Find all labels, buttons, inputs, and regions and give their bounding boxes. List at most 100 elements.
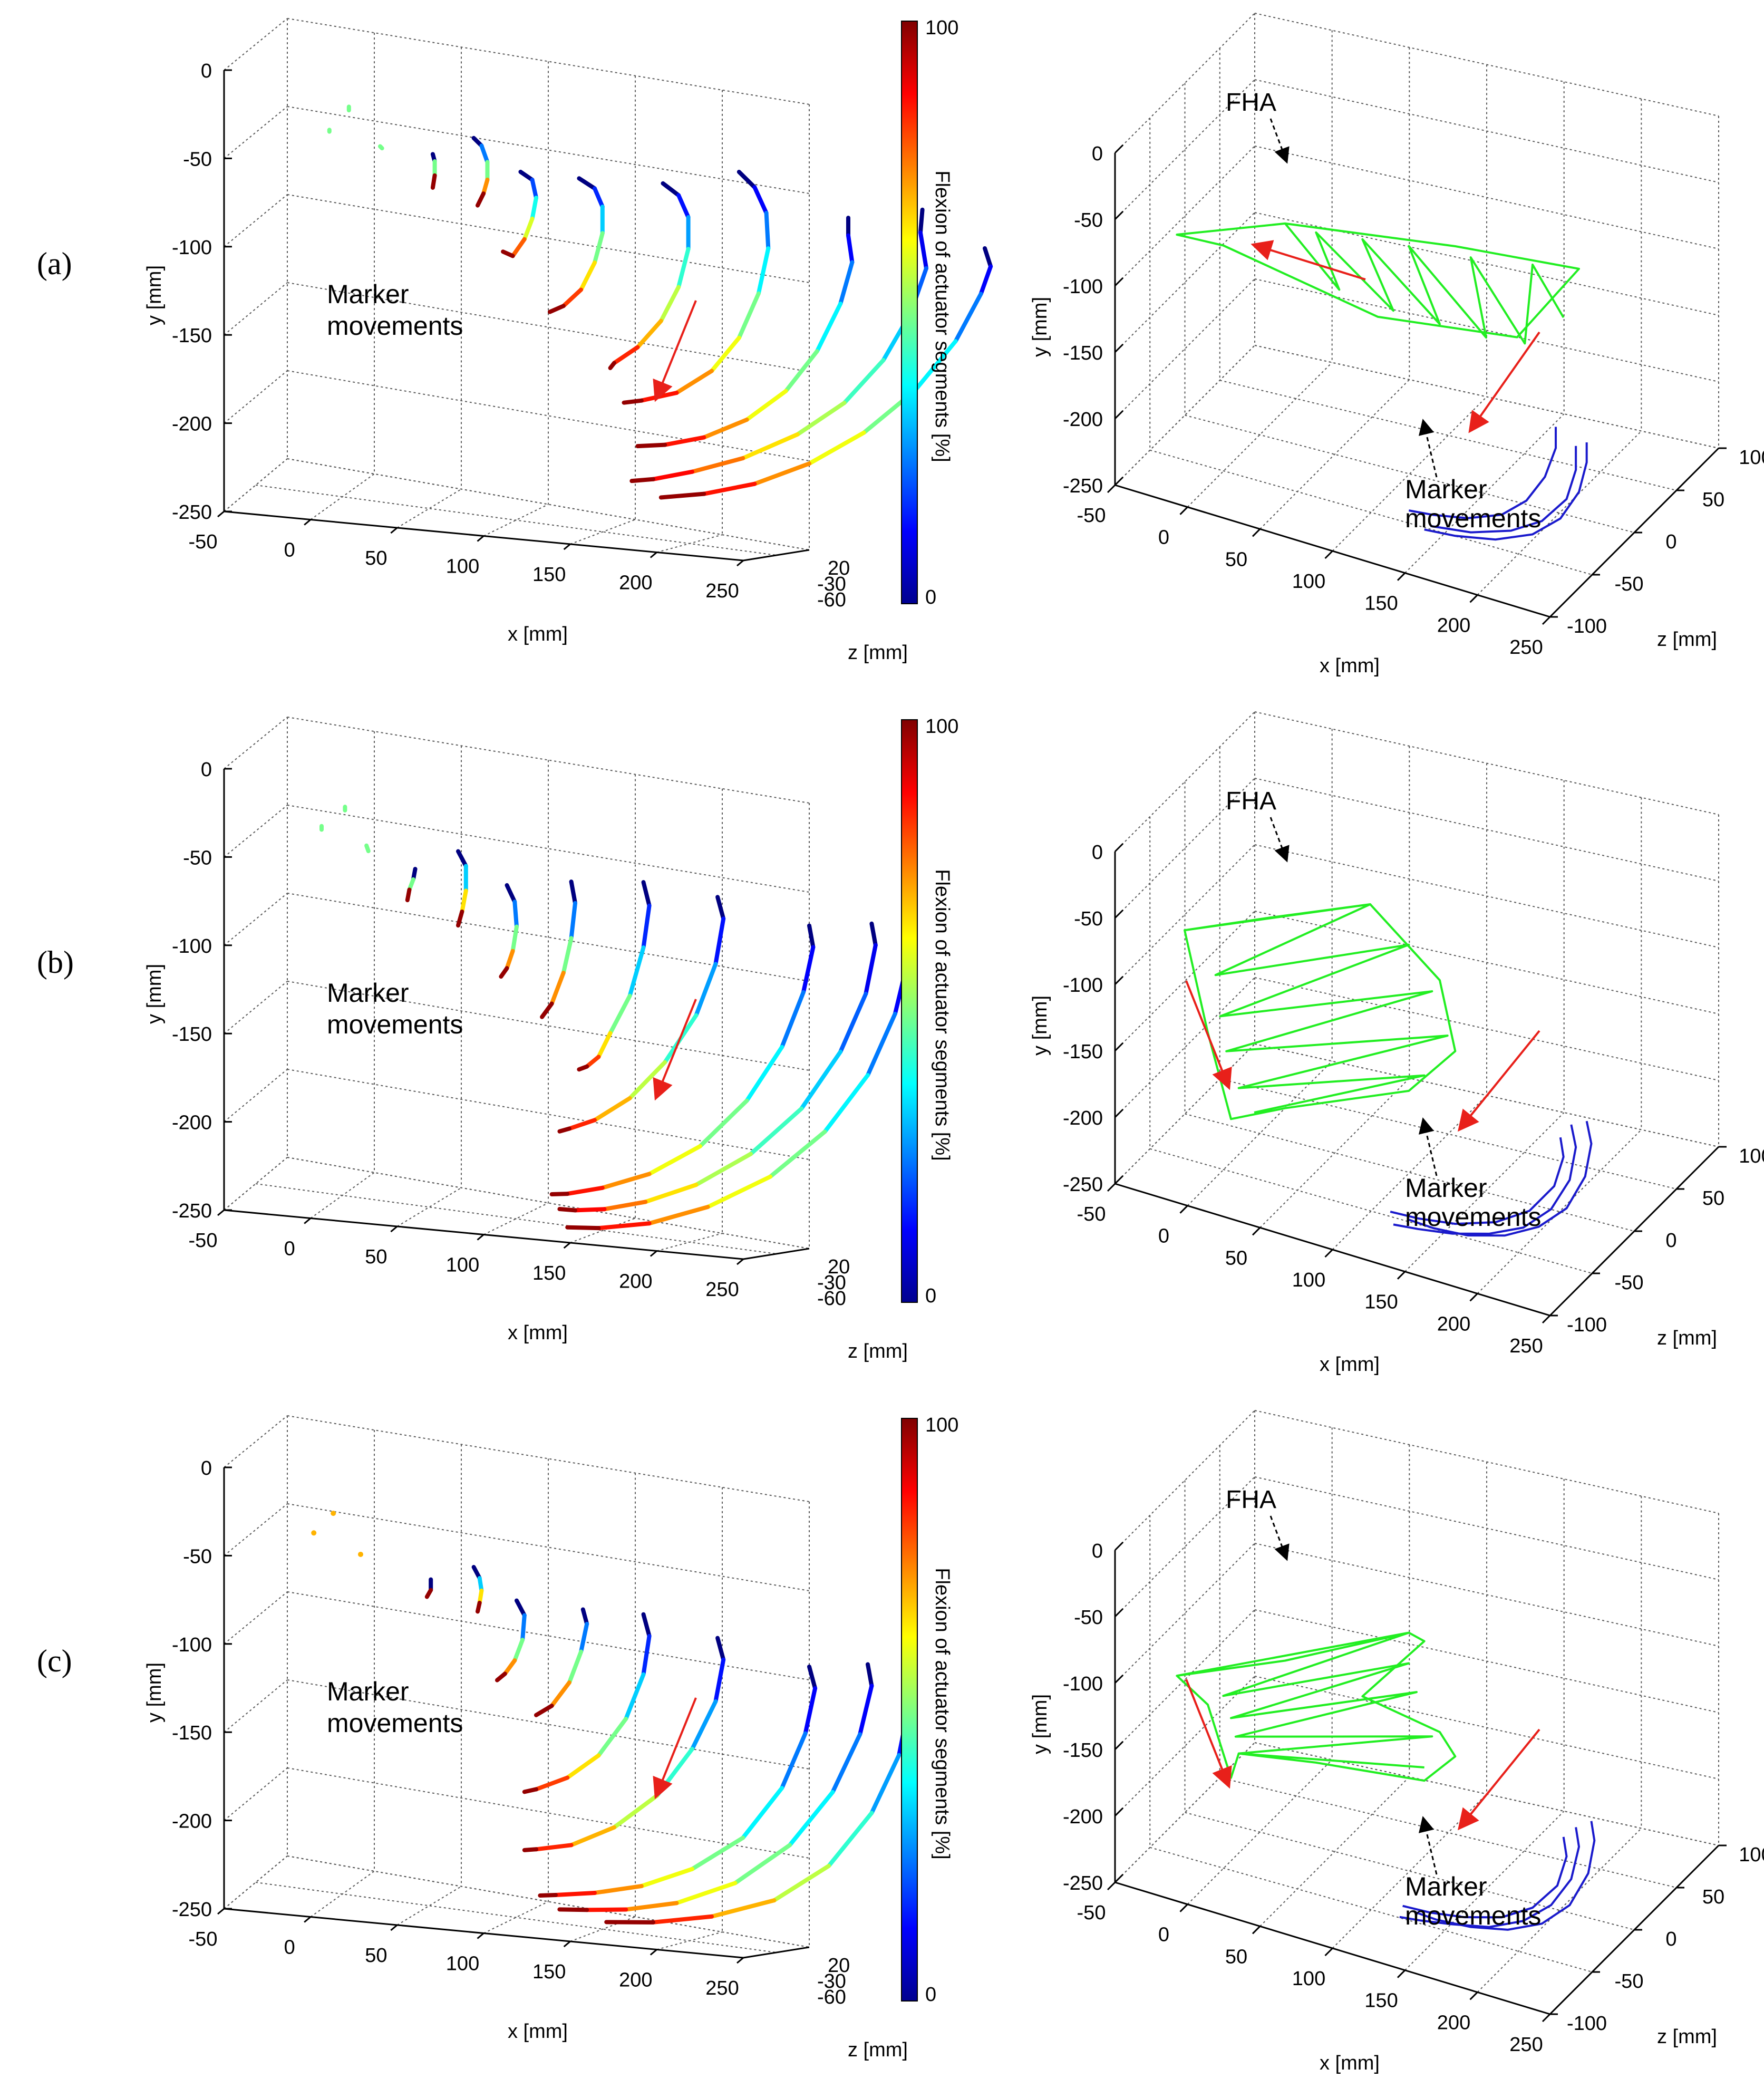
- trajectory-segment: [676, 247, 691, 289]
- trajectory-segment: [953, 292, 983, 344]
- x-tick-label: 0: [284, 539, 295, 562]
- direction-arrow: [1457, 1030, 1540, 1132]
- trajectory-segment: [912, 339, 958, 393]
- x-tick-label: -50: [1077, 1902, 1106, 1924]
- trajectory-segment: [596, 1031, 613, 1059]
- trajectory-segment: [710, 335, 741, 373]
- trajectory-segment: [579, 1621, 589, 1654]
- z-tick-label: -60: [817, 589, 846, 611]
- y-tick-label: -200: [172, 413, 212, 436]
- trajectory-segment: [476, 191, 486, 208]
- trajectory-segment: [655, 1747, 694, 1798]
- direction-arrow: [1185, 980, 1232, 1090]
- z-tick-label: 20: [828, 557, 850, 579]
- y-tick-label: -100: [172, 237, 212, 259]
- direction-arrow: [653, 1697, 697, 1800]
- grid-line: [310, 1172, 375, 1219]
- trajectory-segment: [864, 943, 878, 996]
- y-tick-label: -50: [1074, 908, 1103, 930]
- trajectory-segment: [565, 1185, 605, 1196]
- trajectory-segment: [736, 291, 761, 340]
- y-axis-label: y [mm]: [143, 1662, 166, 1723]
- panel-left-2: 0-50-100-150-200-250-50 0 50 100 150 200 25020…: [143, 716, 958, 1362]
- trajectory-segment: [549, 1680, 571, 1708]
- grid-line: [224, 1069, 288, 1123]
- marker-movements-label-2: movements: [1405, 1901, 1541, 1930]
- y-tick-label: -200: [1063, 409, 1103, 431]
- trajectory-segment: [622, 398, 644, 405]
- x-tick-label: 150: [532, 564, 566, 586]
- panel-right-3: 0 -50 -100 -150 -200 -250 -50 0 50 100 150 200 250 10…: [1029, 1410, 1764, 2074]
- grid-line: [287, 370, 810, 461]
- trajectory-segment: [479, 143, 490, 165]
- z-tick-label: 20: [828, 1256, 850, 1278]
- x-tick-label: 150: [1364, 593, 1398, 615]
- grid-line: [224, 893, 288, 946]
- grid-line: [310, 473, 375, 520]
- z-axis-line: [743, 1248, 810, 1260]
- trajectory-segment: [641, 880, 652, 908]
- trajectory-segment: [502, 1658, 517, 1676]
- trajectory-segment: [561, 287, 584, 308]
- z-axis-label: z [mm]: [848, 1340, 908, 1362]
- y-tick-label: -250: [1063, 1174, 1103, 1196]
- panel-label-b: (b): [37, 945, 74, 980]
- x-tick-label: 150: [532, 1961, 566, 1983]
- trajectory-segment: [713, 916, 726, 966]
- trajectory-segment: [690, 456, 745, 474]
- grid-line: [224, 370, 288, 424]
- y-tick-label: -50: [183, 1545, 212, 1568]
- y-tick-label: -150: [1063, 1041, 1103, 1063]
- trajectory-segment: [534, 1843, 574, 1852]
- trajectory-segment: [749, 1106, 804, 1156]
- marker-movements-label-2: movements: [327, 311, 463, 341]
- x-axis-label: x [mm]: [1320, 2052, 1380, 2074]
- colorbar-tick-max: 100: [925, 1414, 958, 1436]
- x-tick-label: 50: [365, 1945, 387, 1967]
- trajectory-segment: [585, 1055, 601, 1069]
- grid-line: [224, 106, 288, 159]
- trajectory-segment: [838, 991, 868, 1054]
- trajectory-segment: [694, 962, 718, 1018]
- trajectory-segment: [554, 1890, 597, 1897]
- trajectory-segment: [658, 285, 681, 323]
- trajectory-segment: [846, 233, 855, 265]
- colorbar-tick-min: 0: [925, 586, 936, 608]
- fha-pointer: [1269, 1515, 1290, 1561]
- colorbar-label: Flexion of actuator segments [%]: [931, 1568, 953, 1859]
- trajectory-segment: [557, 1907, 589, 1912]
- x-tick-label: 100: [1292, 571, 1325, 593]
- y-tick-label: -150: [172, 325, 212, 347]
- trajectory-segment: [510, 924, 519, 953]
- trajectory-segment: [918, 230, 928, 270]
- trajectory-point: [331, 1511, 336, 1516]
- grid-line: [1187, 362, 1333, 508]
- x-tick-label: -50: [189, 1928, 218, 1950]
- x-tick-label: 50: [365, 547, 387, 569]
- z-tick-label: -100: [1567, 1314, 1607, 1336]
- trajectory-segment: [602, 1200, 648, 1212]
- marker-movements-label-2: movements: [327, 1010, 463, 1039]
- y-tick-label: 0: [1092, 143, 1103, 165]
- z-tick-label: -30: [817, 1970, 846, 1993]
- trajectory-segment: [580, 1607, 589, 1626]
- marker-line: [1414, 1821, 1596, 1931]
- trajectory-segment: [561, 936, 574, 975]
- fha-label: FHA: [1226, 787, 1276, 815]
- grid-line: [570, 519, 636, 545]
- grid-line: [396, 488, 462, 528]
- trajectory-segment: [567, 1649, 584, 1685]
- marker-line: [1402, 1836, 1568, 1919]
- trajectory-segment: [647, 1205, 710, 1226]
- y-tick-label: -50: [183, 148, 212, 170]
- y-tick-label: 0: [1092, 842, 1103, 864]
- marker-movements-label: Marker: [1405, 475, 1487, 504]
- colorbar-tick-max: 100: [925, 716, 958, 738]
- trajectory-segment: [538, 1892, 558, 1898]
- z-axis-label: z [mm]: [848, 2039, 908, 2061]
- x-tick-label: 250: [705, 1279, 739, 1301]
- panel-label-c: (c): [37, 1643, 72, 1678]
- trajectory-segment: [569, 1825, 616, 1848]
- x-tick-label: 0: [284, 1937, 295, 1959]
